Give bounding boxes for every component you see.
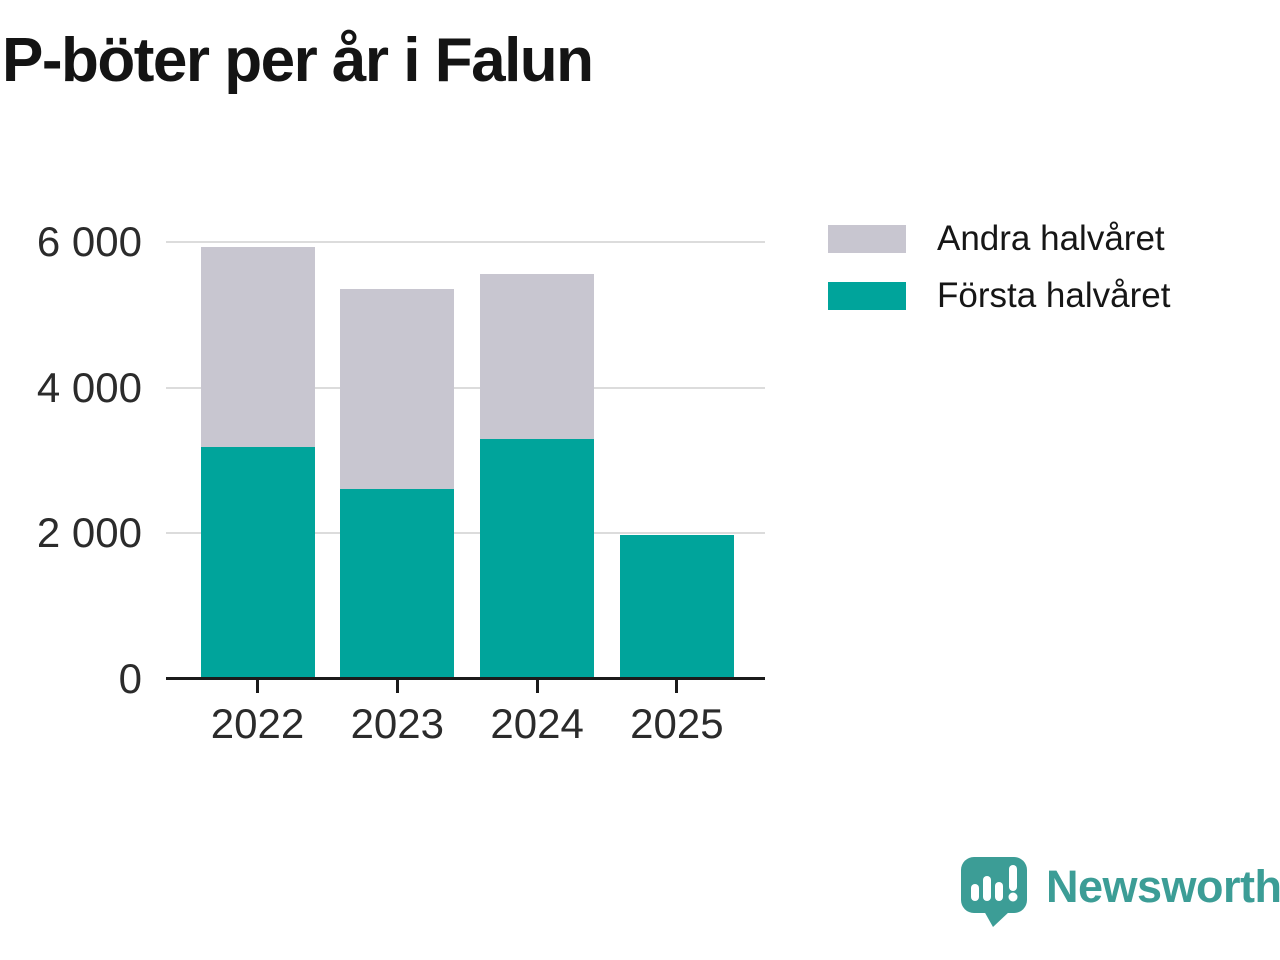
y-axis-tick-label: 4 000 <box>36 363 142 411</box>
bar-2023-andra-halvaret <box>340 289 455 489</box>
legend-item-andra-halvaret: Andra halvåret <box>828 219 1170 258</box>
bar-2024-andra-halvaret <box>480 274 595 439</box>
page-title: P-böter per år i Falun <box>2 26 594 95</box>
bar-2023-forsta-halvaret <box>340 488 455 679</box>
gridline-2000 <box>166 532 765 535</box>
bar-2022-forsta-halvaret <box>200 446 315 679</box>
bar-2025-forsta-halvaret <box>619 534 734 679</box>
x-axis-line <box>166 677 765 680</box>
gridline-6000 <box>166 241 765 243</box>
x-axis-tick-2022 <box>256 680 259 693</box>
y-axis-tick-label: 6 000 <box>36 218 142 265</box>
y-axis-tick-label: 0 <box>118 655 142 702</box>
chart-legend: Andra halvåret Första halvåret <box>828 219 1170 338</box>
legend-item-forsta-halvaret: Första halvåret <box>828 276 1170 315</box>
x-axis-tick-2023 <box>395 680 399 693</box>
legend-label-forsta-halvaret: Första halvåret <box>937 276 1171 315</box>
legend-label-andra-halvaret: Andra halvåret <box>937 219 1165 258</box>
bar-2024-forsta-halvaret <box>480 438 595 679</box>
legend-swatch-andra-halvaret <box>828 225 906 253</box>
x-axis-tick-label-2025: 2025 <box>630 700 724 747</box>
newsworthy-logo-icon <box>961 857 1027 927</box>
newsworthy-branding: Newsworthy <box>960 856 1280 928</box>
gridline-4000 <box>166 386 765 389</box>
x-axis-tick-label-2022: 2022 <box>210 700 305 747</box>
x-axis-tick-2024 <box>535 680 539 693</box>
x-axis-tick-label-2024: 2024 <box>490 700 584 747</box>
newsworthy-wordmark: Newsworthy <box>1046 861 1280 912</box>
x-axis-tick-2025 <box>675 680 679 693</box>
legend-swatch-forsta-halvaret <box>828 282 906 310</box>
bar-2022-andra-halvaret <box>200 247 315 447</box>
y-axis-tick-label: 2 000 <box>36 509 142 557</box>
x-axis-tick-label-2023: 2023 <box>350 700 445 747</box>
